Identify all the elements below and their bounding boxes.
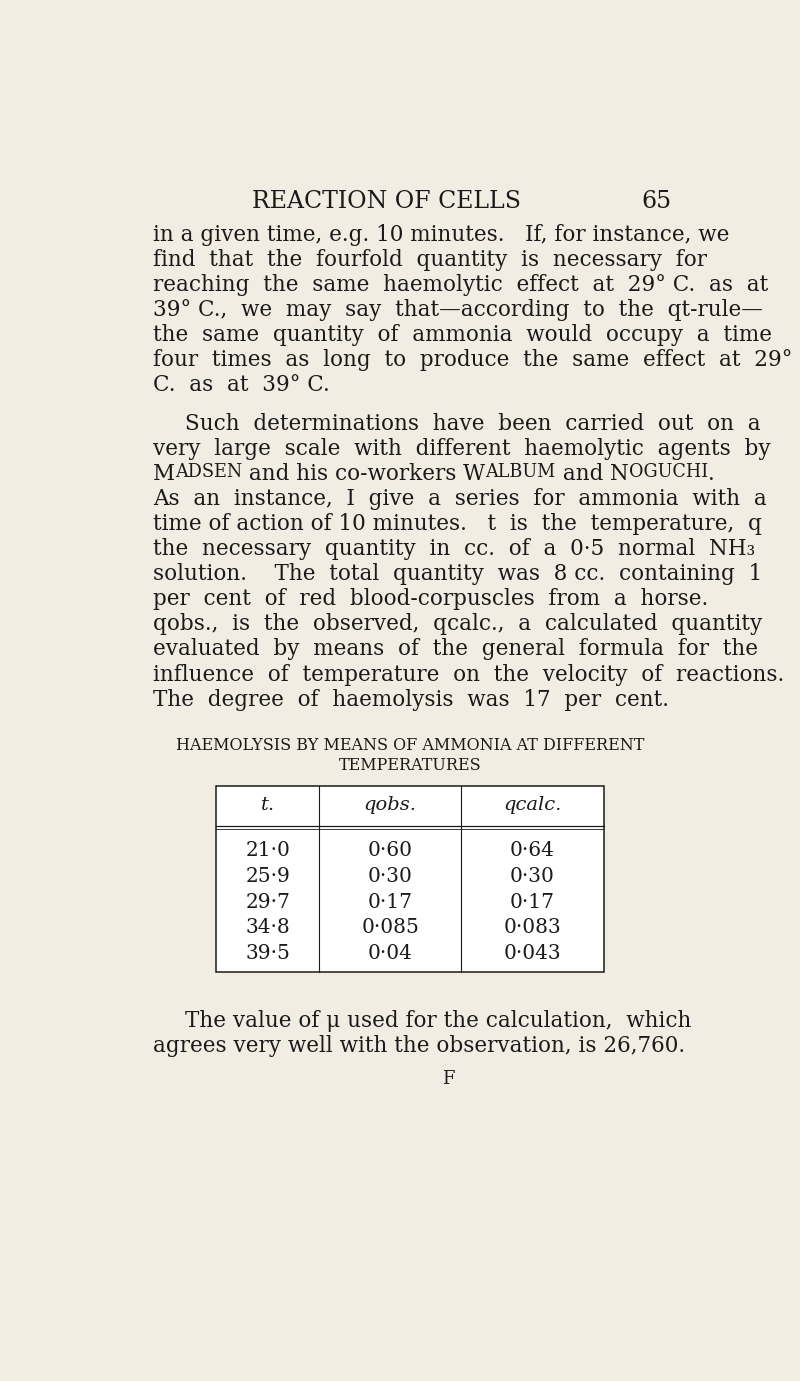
Text: 0·30: 0·30 [510, 867, 555, 885]
Text: time of action of 10 minutes.   t  is  the  temperature,  q: time of action of 10 minutes. t is the t… [153, 514, 762, 536]
Text: 39° C.,  we  may  say  that—according  to  the  qt-rule—: 39° C., we may say that—according to the… [153, 300, 762, 322]
Text: 0·083: 0·083 [503, 918, 562, 938]
Bar [216, 786, 604, 972]
Text: qobs.: qobs. [364, 795, 417, 813]
Text: per  cent  of  red  blood-corpuscles  from  a  horse.: per cent of red blood-corpuscles from a … [153, 588, 708, 610]
Text: in a given time, e.g. 10 minutes.   If, for instance, we: in a given time, e.g. 10 minutes. If, fo… [153, 224, 729, 246]
Text: 0·17: 0·17 [510, 892, 555, 911]
Text: 65: 65 [641, 189, 671, 213]
Text: W: W [463, 463, 486, 485]
Text: t.: t. [261, 795, 275, 813]
Text: Such  determinations  have  been  carried  out  on  a: Such determinations have been carried ou… [186, 413, 761, 435]
Text: 0·60: 0·60 [368, 841, 413, 860]
Text: 29·7: 29·7 [246, 892, 290, 911]
Text: 0·04: 0·04 [368, 945, 413, 963]
Text: qcalc.: qcalc. [503, 795, 562, 813]
Text: As  an  instance,  I  give  a  series  for  ammonia  with  a: As an instance, I give a series for ammo… [153, 489, 766, 511]
Text: 0·085: 0·085 [362, 918, 419, 938]
Text: M: M [153, 463, 175, 485]
Text: very  large  scale  with  different  haemolytic  agents  by: very large scale with different haemolyt… [153, 438, 770, 460]
Text: The value of μ used for the calculation,  which: The value of μ used for the calculation,… [186, 1011, 692, 1033]
Text: The  degree  of  haemolysis  was  17  per  cent.: The degree of haemolysis was 17 per cent… [153, 689, 669, 711]
Text: REACTION OF CELLS: REACTION OF CELLS [252, 189, 522, 213]
Text: solution.    The  total  quantity  was  8 cc.  containing  1: solution. The total quantity was 8 cc. c… [153, 563, 762, 586]
Text: the  necessary  quantity  in  cc.  of  a  0·5  normal  NH₃: the necessary quantity in cc. of a 0·5 n… [153, 539, 755, 561]
Text: the  same  quantity  of  ammonia  would  occupy  a  time: the same quantity of ammonia would occup… [153, 325, 772, 347]
Text: OGUCHI: OGUCHI [629, 463, 708, 482]
Text: qobs.,  is  the  observed,  qcalc.,  a  calculated  quantity: qobs., is the observed, qcalc., a calcul… [153, 613, 762, 635]
Text: .: . [708, 463, 715, 485]
Text: 0·17: 0·17 [368, 892, 413, 911]
Text: ALBUM: ALBUM [486, 463, 556, 482]
Text: 0·30: 0·30 [368, 867, 413, 885]
Text: 21·0: 21·0 [246, 841, 290, 860]
Text: four  times  as  long  to  produce  the  same  effect  at  29°: four times as long to produce the same e… [153, 349, 792, 371]
Text: 0·043: 0·043 [504, 945, 562, 963]
Text: evaluated  by  means  of  the  general  formula  for  the: evaluated by means of the general formul… [153, 638, 758, 660]
Text: 25·9: 25·9 [246, 867, 290, 885]
Text: 34·8: 34·8 [246, 918, 290, 938]
Text: and his co-workers: and his co-workers [242, 463, 463, 485]
Text: and: and [556, 463, 610, 485]
Text: find  that  the  fourfold  quantity  is  necessary  for: find that the fourfold quantity is neces… [153, 249, 706, 271]
Text: ADSEN: ADSEN [175, 463, 242, 482]
Text: influence  of  temperature  on  the  velocity  of  reactions.: influence of temperature on the velocity… [153, 663, 784, 685]
Text: TEMPERATURES: TEMPERATURES [338, 757, 482, 773]
Text: reaching  the  same  haemolytic  effect  at  29° C.  as  at: reaching the same haemolytic effect at 2… [153, 275, 768, 297]
Text: 39·5: 39·5 [246, 945, 290, 963]
Text: agrees very well with the observation, is 26,760.: agrees very well with the observation, i… [153, 1036, 685, 1058]
Text: 0·64: 0·64 [510, 841, 555, 860]
Text: F: F [442, 1070, 455, 1088]
Text: C.  as  at  39° C.: C. as at 39° C. [153, 374, 330, 396]
Text: N: N [610, 463, 629, 485]
Text: HAEMOLYSIS BY MEANS OF AMMONIA AT DIFFERENT: HAEMOLYSIS BY MEANS OF AMMONIA AT DIFFER… [176, 736, 644, 754]
